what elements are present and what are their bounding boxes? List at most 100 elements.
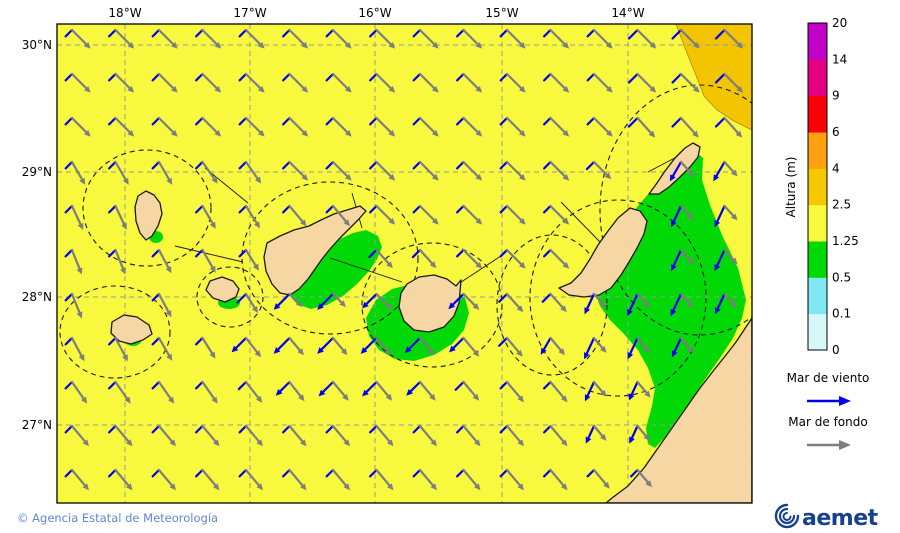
wind-sea-arrow [540,336,552,355]
swell-arrow [288,72,309,93]
swell-arrow [157,116,178,137]
colorbar-tick-label: 20 [832,16,847,30]
wind-sea-arrow [236,292,248,304]
lon-label: 15°W [485,6,518,20]
wind-sea-arrow [584,380,596,402]
wind-sea-arrow [64,248,74,258]
swell-arrow [505,28,526,49]
swell-arrow [679,72,700,93]
wind-sea-arrow [586,116,596,126]
swell-arrow [114,468,133,491]
swell-arrow [114,160,129,185]
wave-region-2.5-4m [675,24,752,131]
swell-arrow [114,336,128,362]
wind-sea-arrow [64,204,74,214]
wind-sea-arrow [627,28,639,40]
swell-arrow [592,380,607,397]
swell-arrow [375,160,396,181]
swell-arrow [70,28,91,49]
swell-arrow [375,248,393,269]
swell-arrow [636,424,650,441]
wind-sea-arrow [499,380,509,390]
swell-arrow [244,204,260,229]
wind-sea-arrow [369,116,378,126]
swell-arrow [114,116,135,137]
colorbar-tick-label: 0.5 [832,270,851,284]
swell-arrow [723,116,743,138]
wind-sea-arrow [64,72,74,82]
swell-arrow [418,468,437,491]
lat-label: 30°N [22,38,52,52]
wind-sea-arrow [456,116,465,126]
wind-sea-arrow [714,292,726,315]
colorbar-tick-label: 14 [832,52,847,66]
swell-arrow [723,248,738,265]
swell-arrow [636,116,656,138]
colorbar-tick-label: 2.5 [832,198,851,212]
landmasses [110,142,752,503]
wind-sea-arrow [714,204,726,228]
swell-arrow [418,204,439,225]
wind-sea-arrow [670,292,683,317]
colorbar-cell [808,95,827,133]
swell-arrow [70,72,91,93]
swell-arrow [157,424,176,447]
wind-sea-arrow [499,116,509,126]
wind-sea-arrow [108,424,117,434]
wind-sea-arrow [671,116,683,128]
swell-arrow [462,424,481,447]
swell-arrow [244,160,262,184]
wind-sea-arrow [362,380,378,397]
island-el-hierro [110,314,153,345]
swell-arrow [462,292,480,310]
swell-arrow [679,336,694,353]
swell-arrow [418,380,436,401]
swell-arrow [549,292,567,313]
swell-arrow [418,28,439,49]
wave-arrow-field [64,28,744,491]
lon-label: 14°W [611,6,644,20]
wind-sea-arrow [360,336,378,354]
wind-sea-arrow [412,72,422,82]
wind-sea-arrow [282,28,291,38]
swell-arrow [201,468,220,491]
wind-sea-arrow [541,292,552,303]
wind-sea-arrow [325,468,335,478]
swell-arrow [288,336,304,356]
island-la-gomera [205,276,240,303]
swell-arrow [157,160,173,185]
wind-sea-arrow [325,424,335,434]
swell-arrow [679,116,699,138]
wind-sea-arrow [412,468,422,478]
arrow-legend: Mar de viento Mar de fondo [787,371,869,450]
wind-sea-arrow [499,468,509,478]
swell-arrow [331,204,350,227]
colorbar-cell [808,168,827,206]
wind-sea-arrow [238,424,248,434]
swell-arrow [244,72,265,93]
island-gran-canaria [398,274,462,333]
swell-arrow [375,72,396,93]
swell-arrow [244,424,263,447]
swell-arrow [157,468,176,491]
swell-arrow [244,468,263,491]
wind-sea-arrow [499,204,509,214]
swell-arrow [201,72,222,93]
swell-arrow [70,336,85,362]
colorbar-cell [808,59,827,97]
island-lanzarote [648,142,701,195]
swell-arrow [114,204,127,230]
wind-sea-arrow [108,336,117,346]
swell-arrow [462,72,483,93]
wind-sea-arrow [195,468,204,478]
swell-arrow [505,72,526,93]
swell-arrow [549,336,565,356]
wind-sea-arrow [151,28,161,38]
swell-arrow [157,336,173,361]
swell-arrow [592,28,613,49]
swell-arrow [157,72,178,93]
wind-sea-arrow [325,116,335,126]
wind-sea-arrow [108,468,117,478]
swell-arrow [549,204,570,225]
